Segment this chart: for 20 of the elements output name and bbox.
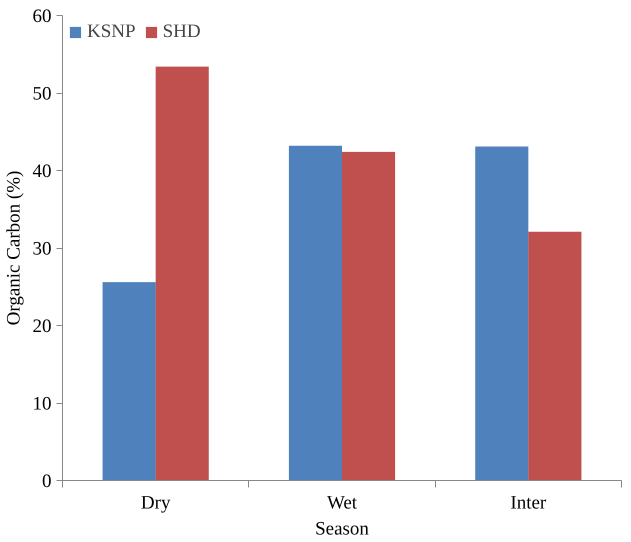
x-axis-title: Season <box>315 518 370 540</box>
x-tick-label: Dry <box>140 492 171 514</box>
bar <box>288 146 342 480</box>
y-tick-label: 60 <box>32 6 52 27</box>
bar <box>528 232 582 480</box>
y-tick-label: 50 <box>32 84 52 104</box>
y-tick-label: 10 <box>32 394 52 414</box>
y-tick-label: 20 <box>32 316 52 337</box>
bar <box>156 66 209 480</box>
y-tick-label: 30 <box>32 238 52 260</box>
bar <box>475 146 528 480</box>
y-tick-label: 40 <box>32 161 52 182</box>
bar <box>102 282 156 480</box>
x-tick-label: Inter <box>510 492 547 514</box>
legend-label: KSNP <box>87 21 136 43</box>
x-tick-label: Wet <box>326 492 358 514</box>
legend-label: SHD <box>162 21 201 43</box>
y-axis-title: Organic Carbon (%) <box>4 170 24 326</box>
bar <box>342 152 396 480</box>
y-tick-label: 0 <box>42 471 52 492</box>
